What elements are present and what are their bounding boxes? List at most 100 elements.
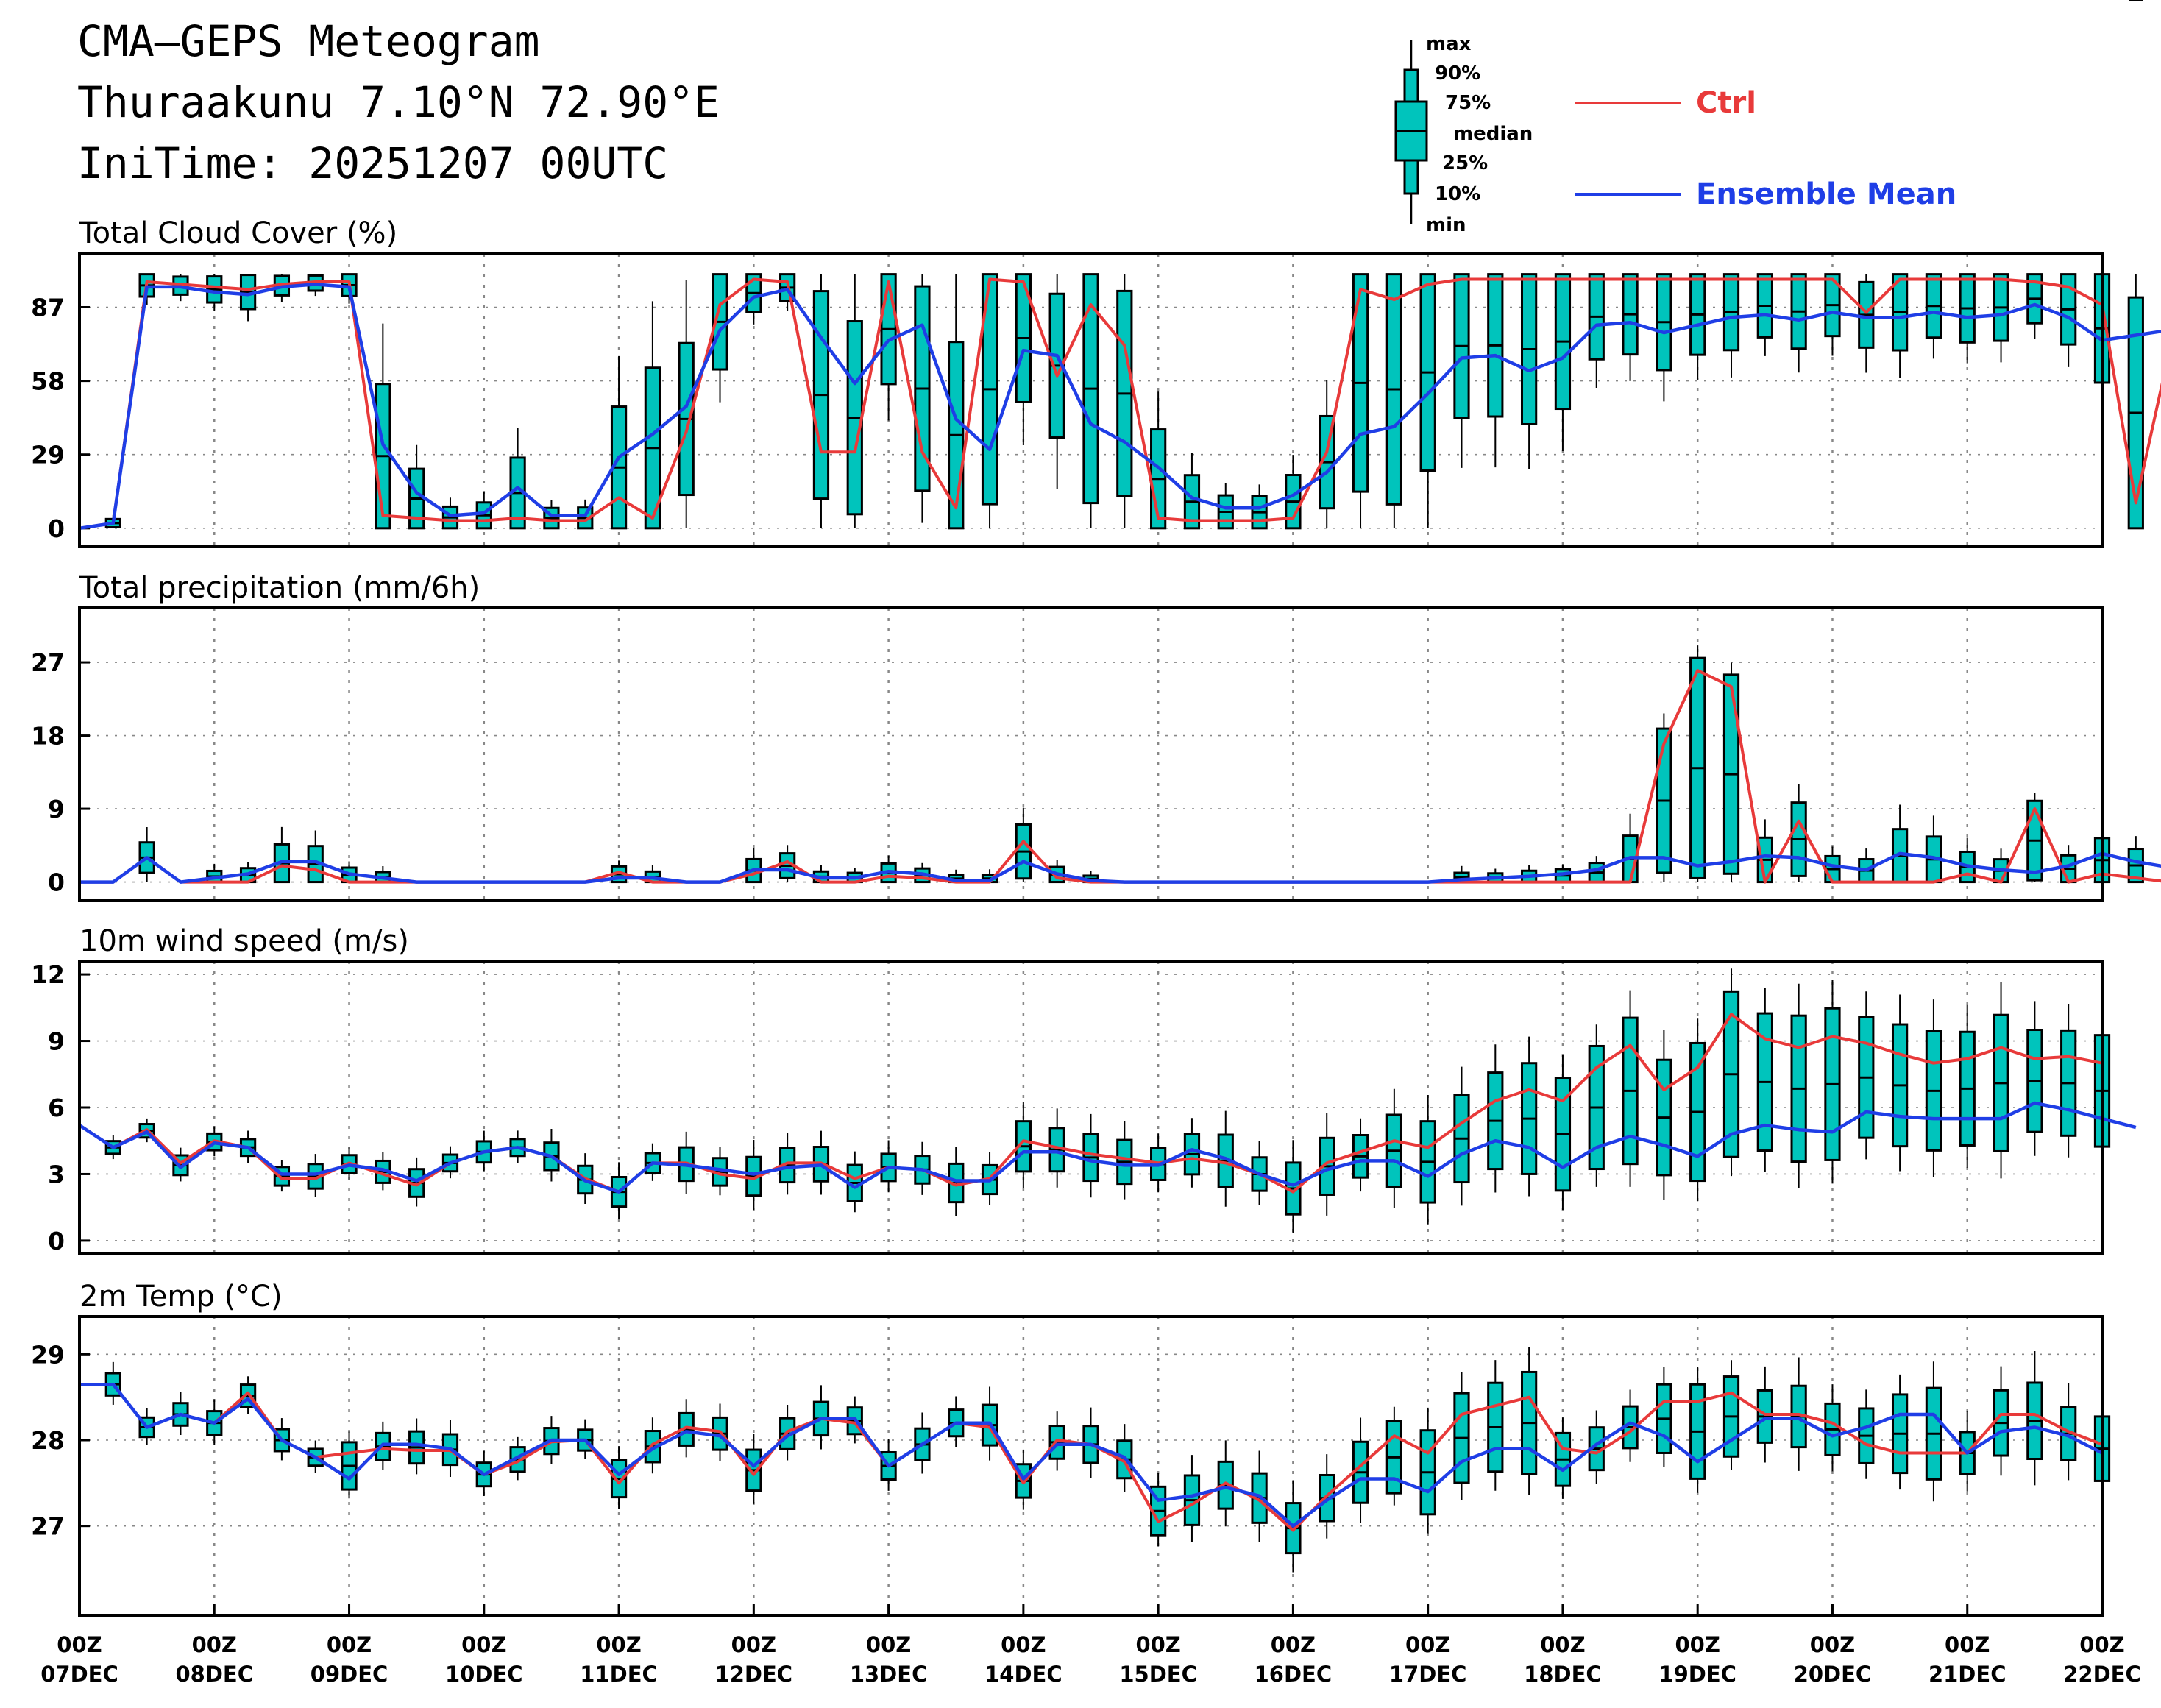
- x-tick-hour: 00Z: [192, 1632, 237, 1657]
- boxplot: [1015, 273, 1032, 446]
- y-tick-label: 28: [31, 1426, 65, 1455]
- boxplot: [1183, 1118, 1201, 1188]
- boxplot: [1520, 1036, 1538, 1197]
- boxplot: [1520, 1347, 1538, 1495]
- panel-frame: [78, 1315, 2104, 1617]
- boxplot: [1858, 848, 1875, 884]
- ensemble-mean-line: [78, 1101, 2137, 1194]
- x-tick-date: 17DEC: [1389, 1662, 1467, 1687]
- x-tick-hour: 00Z: [1675, 1632, 1720, 1657]
- boxplot: [1722, 968, 1740, 1177]
- ensemble-mean-line: [79, 1382, 2104, 1528]
- boxplot: [1520, 865, 1538, 884]
- legend-box-label: max: [1426, 33, 1472, 55]
- boxplot: [1858, 1389, 1875, 1479]
- boxplot: [1891, 804, 1909, 884]
- boxplot: [1048, 274, 1065, 489]
- boxplot: [1858, 274, 1875, 373]
- legend-box-label: 25%: [1442, 152, 1488, 174]
- boxplot: [1656, 1367, 1672, 1467]
- panel-frame: [78, 252, 2104, 548]
- boxplot: [1520, 273, 1538, 469]
- legend: max 90% 75% median 25% 10% min Ctrl Ensemble M…: [1394, 33, 1956, 236]
- panel-4: 2m Temp (°C) 27 28 29: [31, 1280, 2111, 1617]
- boxplot: [1419, 1407, 1436, 1534]
- x-tick-hour: 00Z: [731, 1632, 776, 1657]
- x-tick-date: 08DEC: [176, 1662, 254, 1687]
- y-tick-label: 29: [31, 441, 65, 469]
- ensemble-mean-line: [79, 851, 2161, 884]
- boxplot: [1183, 453, 1201, 530]
- boxplot: [2026, 1001, 2043, 1156]
- panel-3: 10m wind speed (m/s) 0 3 6 9 12: [31, 0, 2143, 1255]
- panel-title: Total Cloud Cover (%): [79, 216, 397, 250]
- x-tick-date: 10DEC: [445, 1662, 523, 1687]
- y-tick-label: 3: [48, 1160, 65, 1188]
- legend-box-label: min: [1426, 214, 1466, 236]
- boxplot: [1656, 273, 1672, 402]
- x-tick-date: 11DEC: [580, 1662, 658, 1687]
- legend-box-label: 10%: [1435, 183, 1480, 205]
- boxplot: [1419, 273, 1436, 528]
- panel-title: 10m wind speed (m/s): [79, 924, 409, 958]
- boxplot: [1385, 1406, 1402, 1506]
- y-tick-label: 9: [48, 1027, 65, 1056]
- boxplot: [509, 428, 526, 530]
- location-label: Thuraakunu 7.10°N 72.90°E: [77, 77, 720, 127]
- boxplot: [1925, 1361, 1942, 1502]
- boxplot: [1891, 1374, 1909, 1490]
- boxplot: [1352, 1417, 1369, 1523]
- boxplot: [1082, 273, 1099, 528]
- y-tick-label: 9: [48, 795, 65, 823]
- y-tick-label: 27: [31, 648, 65, 677]
- boxplot: [1319, 1454, 1335, 1539]
- ensemble-mean-line: [79, 283, 2161, 531]
- boxplot: [1116, 274, 1133, 528]
- chart-title: CMA—GEPS Meteogram: [77, 16, 540, 66]
- boxplot: [307, 830, 324, 884]
- boxplot: [1824, 1384, 1841, 1472]
- x-tick-date: 18DEC: [1524, 1662, 1602, 1687]
- legend-ctrl-label: Ctrl: [1696, 86, 1756, 120]
- boxplot: [1116, 1121, 1133, 1200]
- boxplot: [1790, 784, 1807, 882]
- y-tick-label: 87: [31, 293, 65, 322]
- x-tick-date: 22DEC: [2063, 1662, 2141, 1687]
- boxplot: [1385, 273, 1402, 528]
- boxplot: [1150, 1473, 1167, 1547]
- boxplot: [1419, 1095, 1436, 1225]
- boxplot: [341, 1431, 358, 1499]
- boxplot: [1689, 645, 1706, 882]
- boxplot: [1588, 1024, 1605, 1187]
- boxplot: [610, 1162, 628, 1219]
- ctrl-line: [78, 1013, 2103, 1194]
- legend-mean-label: Ensemble Mean: [1696, 177, 1956, 211]
- boxplot: [1722, 1360, 1740, 1470]
- x-tick-hour: 00Z: [1135, 1632, 1180, 1657]
- legend-boxplot-symbol: [1394, 40, 1428, 224]
- x-tick-hour: 00Z: [1271, 1632, 1316, 1657]
- boxplot: [408, 1418, 425, 1475]
- boxplot: [914, 274, 931, 523]
- x-tick-date: 20DEC: [1794, 1662, 1872, 1687]
- boxplot: [1756, 819, 1773, 884]
- boxplot: [1588, 273, 1605, 389]
- y-tick-label: 27: [31, 1512, 65, 1541]
- boxplot: [1352, 273, 1369, 528]
- boxplot: [1722, 273, 1740, 378]
- x-tick-date: 15DEC: [1119, 1662, 1197, 1687]
- boxplot: [2026, 793, 2043, 882]
- legend-box-label: 75%: [1445, 92, 1491, 114]
- boxplot: [1622, 813, 1639, 884]
- y-tick-label: 6: [48, 1094, 65, 1122]
- boxplot: [1453, 273, 1470, 468]
- x-tick-hour: 00Z: [2079, 1632, 2124, 1657]
- boxplot: [1756, 988, 1773, 1172]
- boxplot: [2060, 273, 2077, 367]
- x-tick-date: 13DEC: [850, 1662, 928, 1687]
- boxplot: [1622, 273, 1639, 381]
- boxplot: [1554, 1055, 1572, 1211]
- boxplot: [1891, 994, 1909, 1172]
- boxplot: [812, 274, 830, 528]
